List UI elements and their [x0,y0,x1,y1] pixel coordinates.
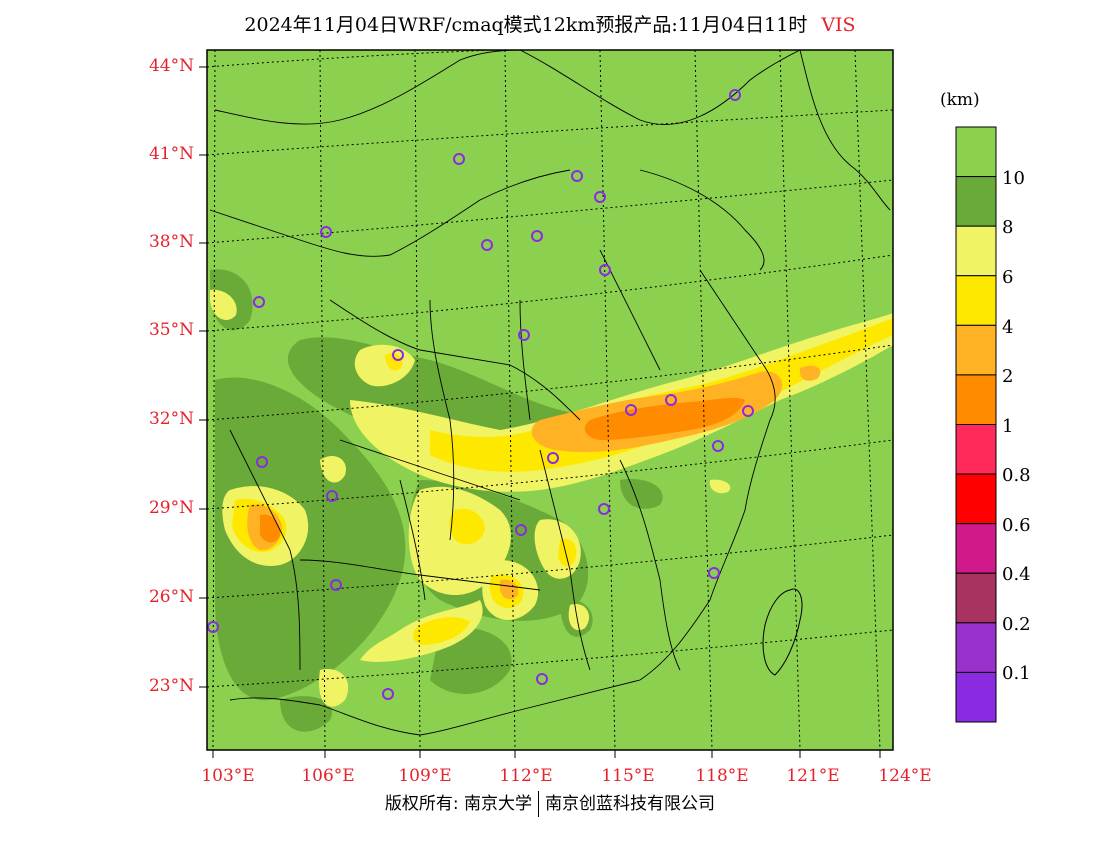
city-marker [256,456,268,468]
city-marker [326,490,338,502]
city-marker [708,567,720,579]
lon-label: 121°E [786,766,840,786]
city-marker [531,230,543,242]
city-marker [536,673,548,685]
colorbar-segment [955,176,997,227]
vis-1-2km-patches [260,397,745,543]
lat-label: 41°N [148,144,194,164]
colorbar-label: 6 [1002,267,1014,288]
copyright-right: 南京创蓝科技有限公司 [545,794,716,814]
colorbar-segment [955,671,997,723]
city-marker [594,191,606,203]
lon-label: 118°E [695,766,749,786]
city-marker [453,153,465,165]
colorbar-segment [955,275,997,326]
city-marker [481,239,493,251]
boundaries [209,50,891,736]
colorbar-segment [955,126,997,178]
city-marker [625,404,637,416]
colorbar-label: 0.4 [1002,564,1031,585]
colorbar-segment [955,324,997,376]
city-marker [382,688,394,700]
colorbar-label: 0.8 [1002,465,1031,486]
colorbar-segment [955,622,997,673]
lon-label: 109°E [398,766,452,786]
city-marker [392,349,404,361]
lat-label: 26°N [148,587,194,607]
lat-label: 44°N [148,56,194,76]
lat-label: 35°N [148,320,194,340]
city-marker [712,440,724,452]
colorbar-label: 2 [1002,366,1014,387]
taiwan-outline [762,588,803,676]
colorbar [955,126,997,723]
lon-label: 124°E [878,766,932,786]
lat-label: 29°N [148,498,194,518]
copyright-left: 版权所有: 南京大学 [384,794,533,814]
lat-label: 38°N [148,232,194,252]
lon-label: 112°E [499,766,553,786]
colorbar-segment [955,473,997,525]
city-markers [207,89,754,700]
map-frame [206,49,894,751]
city-marker [599,264,611,276]
map-area [207,50,893,750]
city-marker [320,226,332,238]
colorbar-segment [955,572,997,624]
colorbar-label: 0.2 [1002,614,1031,635]
title-variable: VIS [821,14,856,36]
colorbar-segment [955,424,997,475]
footer-separator [538,791,540,817]
city-marker [665,394,677,406]
city-marker [518,329,530,341]
city-marker [598,503,610,515]
colorbar-segment [955,374,997,425]
lon-label: 106°E [301,766,355,786]
city-marker [729,89,741,101]
city-marker [742,405,754,417]
city-marker [207,621,219,633]
colorbar-label: 8 [1002,217,1014,238]
graticule [207,50,893,750]
city-marker [253,296,265,308]
city-marker [547,452,559,464]
colorbar-segment [955,225,997,277]
lon-label: 103°E [201,766,255,786]
lat-label: 23°N [148,676,194,696]
map-title: 2024年11月04日WRF/cmaq模式12km预报产品:11月04日11时 V… [0,10,1100,37]
colorbar-segment [955,523,997,574]
title-main: 2024年11月04日WRF/cmaq模式12km预报产品:11月04日11时 [244,14,808,36]
colorbar-label: 1 [1002,416,1014,437]
colorbar-label: 10 [1002,168,1025,189]
colorbar-label: 4 [1002,317,1014,338]
city-marker [571,170,583,182]
axis-ticks [199,66,881,758]
city-marker [515,524,527,536]
city-marker [330,579,342,591]
colorbar-label: 0.6 [1002,515,1031,536]
lon-label: 115°E [601,766,655,786]
copyright-footer: 版权所有: 南京大学 南京创蓝科技有限公司 [0,789,1100,817]
colorbar-unit: (km) [940,90,980,110]
colorbar-label: 0.1 [1002,663,1031,684]
lat-label: 32°N [148,409,194,429]
